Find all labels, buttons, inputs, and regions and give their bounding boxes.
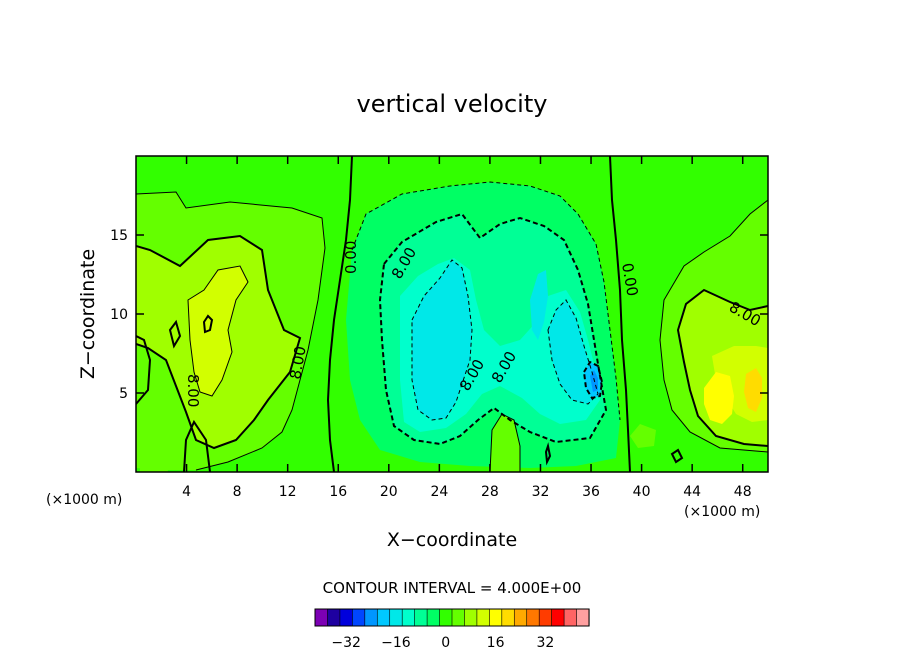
surface-updraft-left xyxy=(140,428,168,472)
x-tick-label: 20 xyxy=(380,484,398,500)
colorbar-swatch xyxy=(389,608,403,627)
surface-contour-left xyxy=(183,419,211,472)
minus-twelve-contour-right xyxy=(547,299,599,405)
x-tick-label: 40 xyxy=(633,484,651,500)
left-updraft-core xyxy=(188,266,248,396)
minus-twelve-contour xyxy=(411,259,473,421)
four-contour-right xyxy=(659,199,768,453)
colorbar-swatch xyxy=(576,608,590,627)
x-tick-label: 12 xyxy=(279,484,297,500)
colorbar-swatch xyxy=(439,608,453,627)
right-updraft-core-a xyxy=(704,372,734,424)
contour-label-eight-left-a: 8.00 xyxy=(286,345,310,381)
x-tick-label: 24 xyxy=(430,484,448,500)
small-contour-a xyxy=(202,314,214,334)
contour-label-eight-left-b: 8.00 xyxy=(184,374,202,407)
colorbar-tick-label: −16 xyxy=(381,635,411,651)
x-tick-label: 4 xyxy=(182,484,191,500)
colorbar-swatch xyxy=(513,608,528,627)
x-tick-label: 32 xyxy=(532,484,550,500)
small-contour-c xyxy=(670,448,684,464)
x-axis-title: X−coordinate xyxy=(387,529,517,551)
eight-contour-left xyxy=(136,234,302,450)
zero-contour-left xyxy=(326,156,353,472)
colorbar-swatch xyxy=(314,608,329,627)
right-updraft-core-b xyxy=(744,368,762,412)
eight-contour-right xyxy=(676,288,768,447)
minus-four-contour xyxy=(351,181,621,421)
colorbar-swatch xyxy=(489,608,503,627)
minus-sixteen-contour xyxy=(582,360,604,400)
colorbar-swatch xyxy=(327,608,341,627)
colorbar-tick-label: 16 xyxy=(487,635,505,651)
y-tick-label: 15 xyxy=(110,228,128,244)
colorbar-swatch xyxy=(339,608,353,627)
colorbar-swatch xyxy=(451,608,466,627)
downdraft-core-center xyxy=(530,270,548,340)
small-contour-d xyxy=(544,442,552,466)
colorbar-swatch xyxy=(501,608,515,627)
colorbar-swatch xyxy=(563,608,578,627)
surface-updraft-28 xyxy=(490,414,520,472)
x-tick-label: 16 xyxy=(329,484,347,500)
x-axis-unit: (×1000 m) xyxy=(684,504,760,520)
x-axis-ticks: 4 8 12 16 20 24 28 32 36 40 44 48 xyxy=(182,156,752,500)
x-tick-label: 36 xyxy=(582,484,600,500)
x-tick-label: 48 xyxy=(734,484,752,500)
colorbar-tick-label: 0 xyxy=(441,635,450,651)
colorbar-swatch xyxy=(426,608,441,627)
minus-eight-contour xyxy=(378,212,608,446)
colorbar-swatch xyxy=(526,608,540,627)
x-tick-label: 28 xyxy=(481,484,499,500)
contour-lines xyxy=(136,156,768,472)
downdraft-core-left xyxy=(412,260,472,420)
contour-fills xyxy=(136,182,768,472)
zero-contour-right xyxy=(609,156,631,472)
zero-contour-left-edge xyxy=(136,335,152,405)
twelve-contour-left xyxy=(187,265,249,397)
surface-contour-28 xyxy=(489,413,521,472)
colorbar-tick-label: −32 xyxy=(331,635,361,651)
colorbar-swatch xyxy=(464,608,478,627)
y-tick-label: 10 xyxy=(110,307,128,323)
contour-label-zero-left: 0.00 xyxy=(342,241,360,274)
chart-title: vertical velocity xyxy=(357,90,548,118)
colorbar-swatch xyxy=(364,608,378,627)
contour-label-zero-right: 0.00 xyxy=(618,262,642,298)
four-contour-left xyxy=(136,191,326,471)
y-axis-unit: (×1000 m) xyxy=(46,492,122,508)
colorbar-swatch xyxy=(551,608,565,627)
colorbar-swatch xyxy=(538,608,553,627)
colorbar-tick-label: 32 xyxy=(536,635,554,651)
y-axis-ticks: 5 10 15 xyxy=(110,228,768,402)
colorbar-labels: −32 −16 0 16 32 xyxy=(331,635,554,651)
small-contour-b xyxy=(168,319,182,349)
y-axis-title: Z−coordinate xyxy=(77,249,99,379)
contour-interval-text: CONTOUR INTERVAL = 4.000E+00 xyxy=(323,579,582,597)
y-tick-label: 5 xyxy=(119,386,128,402)
colorbar-frame xyxy=(314,608,590,627)
colorbar-swatch xyxy=(414,608,428,627)
colorbar-swatch xyxy=(352,608,366,627)
colorbar-swatch xyxy=(376,608,391,627)
colorbar-swatch xyxy=(476,608,490,627)
surface-updraft-right xyxy=(630,424,656,448)
x-tick-label: 44 xyxy=(683,484,701,500)
x-tick-label: 8 xyxy=(233,484,242,500)
colorbar xyxy=(314,608,590,627)
colorbar-swatch xyxy=(401,608,416,627)
